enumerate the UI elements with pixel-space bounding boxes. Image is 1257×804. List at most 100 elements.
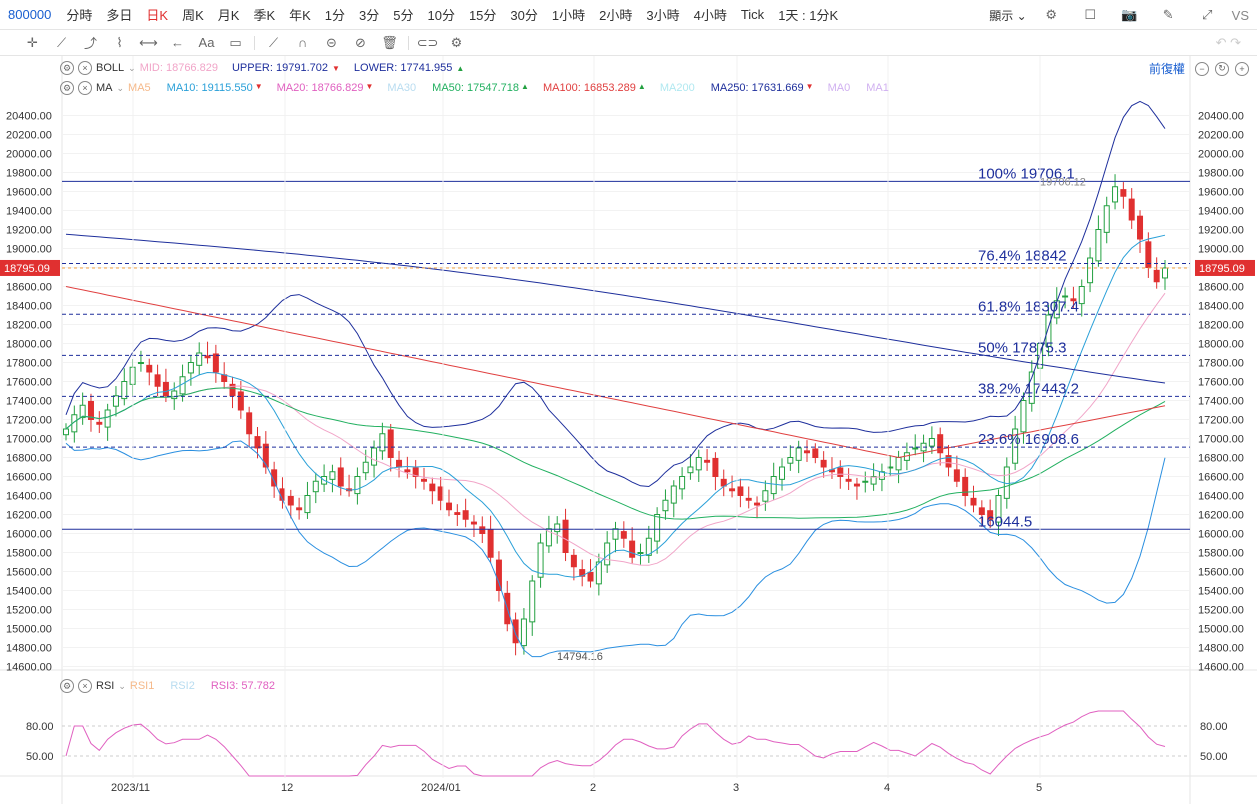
trash-icon[interactable]: 🗑: [381, 34, 398, 50]
settings-icon[interactable]: ⚙: [60, 61, 74, 75]
close-icon[interactable]: ×: [78, 679, 92, 693]
up-arrow-icon: ▲: [456, 63, 465, 73]
candle-body: [853, 483, 860, 487]
timeframe-4[interactable]: 月K: [217, 8, 240, 23]
timeframe-10[interactable]: 10分: [427, 8, 455, 23]
timeframe-12[interactable]: 30分: [510, 8, 538, 23]
symbol-code[interactable]: 800000: [8, 7, 52, 22]
candle-body: [1062, 295, 1069, 298]
timeframe-18[interactable]: 1天 : 1分K: [778, 8, 839, 23]
hide-icon[interactable]: ⊘: [355, 34, 366, 50]
ma-legend: ⚙ × MA ⌄ MA5 MA10: 19115.550 ▼ MA20: 18766.…: [60, 78, 905, 98]
settings-icon[interactable]: ⚙: [60, 679, 74, 693]
display-dropdown[interactable]: 顯示 ⌄: [989, 8, 1027, 23]
timeframe-6[interactable]: 年K: [289, 8, 311, 23]
ray-icon[interactable]: ⤴: [83, 36, 97, 51]
chart-right-controls: 前復權 − ↻ +: [1149, 60, 1249, 77]
candle-body: [487, 529, 494, 558]
ma-name[interactable]: MA: [96, 82, 113, 94]
y-tick-label-left: 17600.00: [6, 377, 52, 389]
timeframe-16[interactable]: 4小時: [693, 8, 727, 23]
gear-icon[interactable]: ⚙: [450, 34, 463, 50]
rsi-level-label-right: 50.00: [1200, 751, 1228, 763]
candle-body: [837, 467, 844, 478]
magnet-icon[interactable]: ∩: [297, 35, 308, 50]
comment-icon[interactable]: ▭: [229, 34, 242, 50]
layout-icon[interactable]: ☐: [1084, 7, 1096, 22]
y-tick-label-right: 15800.00: [1198, 548, 1244, 560]
close-icon[interactable]: ×: [78, 81, 92, 95]
ruler-icon[interactable]: ⟋: [268, 34, 279, 50]
price-chart[interactable]: 20400.00 20400.00 20200.00 20200.00 20000.00…: [0, 56, 1257, 804]
ma-items: MA5 MA10: 19115.550 ▼ MA20: 18766.829 ▼ MA30 M…: [128, 82, 905, 94]
ma-item: MA200: [659, 82, 695, 94]
y-tick-label-left: 16800.00: [6, 453, 52, 465]
ma-item: MA1: [866, 82, 889, 94]
candle-body: [787, 457, 794, 464]
minimize-icon[interactable]: −: [1195, 61, 1209, 76]
timeframe-0[interactable]: 分時: [66, 8, 93, 23]
candle-body: [354, 476, 361, 495]
arrow-icon[interactable]: ←: [171, 35, 184, 50]
link-icon[interactable]: ⊂⊃: [416, 34, 439, 50]
close-icon[interactable]: ×: [78, 61, 92, 75]
timeframe-8[interactable]: 3分: [359, 8, 380, 23]
timeframe-5[interactable]: 季K: [253, 8, 276, 23]
timeframe-7[interactable]: 1分: [324, 8, 346, 23]
x-tick-label: 12: [281, 782, 293, 794]
candle-body: [545, 528, 552, 547]
candle-body: [928, 438, 935, 447]
trendline-icon[interactable]: ⟋: [56, 34, 67, 50]
y-tick-label-left: 19400.00: [6, 206, 52, 218]
timeframe-2[interactable]: 日K: [146, 8, 169, 23]
x-tick-label: 2023/11: [111, 782, 150, 794]
timeframe-11[interactable]: 15分: [468, 8, 497, 23]
fib-icon[interactable]: ⌇: [116, 34, 123, 50]
timeframe-14[interactable]: 2小時: [599, 8, 633, 23]
settings-icon[interactable]: ⚙: [60, 81, 74, 95]
chevron-down-icon[interactable]: ⌄: [118, 680, 126, 691]
text-icon[interactable]: Aa: [198, 35, 215, 50]
settings-icon[interactable]: ⚙: [1045, 7, 1057, 22]
camera-icon[interactable]: 📷: [1121, 7, 1138, 22]
draw-icon[interactable]: ✎: [1162, 7, 1174, 22]
candle-body: [429, 483, 436, 492]
fib-label: 50% 17875.3: [978, 339, 1066, 356]
timeframe-3[interactable]: 周K: [182, 8, 204, 23]
ma-item: MA30: [387, 82, 417, 94]
timeframe-bar: 800000 分時 多日 日K 周K 月K 季K 年K 1分 3分 5分 10分 15分 30分 1小時 2…: [0, 0, 1257, 30]
timeframe-9[interactable]: 5分: [393, 8, 414, 23]
lock-icon[interactable]: ⊝: [326, 34, 337, 50]
down-arrow-icon: ▼: [331, 63, 340, 73]
y-tick-label-right: 19400.00: [1198, 206, 1244, 218]
timeframe-1[interactable]: 多日: [106, 8, 133, 23]
y-tick-label-left: 19800.00: [6, 168, 52, 180]
vs-button[interactable]: VS: [1231, 7, 1249, 23]
candle-body: [1012, 428, 1019, 464]
chevron-down-icon[interactable]: ⌄: [128, 62, 136, 73]
timeframe-13[interactable]: 1小時: [551, 8, 586, 23]
add-icon[interactable]: +: [1235, 61, 1249, 76]
y-tick-label-left: 18400.00: [6, 301, 52, 313]
candle-body: [745, 497, 752, 501]
boll-name[interactable]: BOLL: [96, 62, 125, 74]
timeframe-17[interactable]: Tick: [740, 7, 765, 22]
candle-body: [121, 381, 128, 400]
fullscreen-icon[interactable]: ⤢: [1201, 7, 1213, 22]
adjust-button[interactable]: 前復權: [1148, 62, 1185, 76]
crosshair-icon[interactable]: ✛: [27, 34, 38, 50]
y-tick-label-left: 19600.00: [6, 187, 52, 199]
y-tick-label-right: 18000.00: [1198, 339, 1244, 351]
rsi-name[interactable]: RSI: [96, 680, 115, 692]
range-icon[interactable]: ⟷: [139, 34, 158, 50]
candle-body: [845, 478, 852, 482]
chevron-down-icon[interactable]: ⌄: [116, 82, 125, 93]
candle-body: [112, 395, 119, 407]
candle-body: [212, 353, 219, 373]
refresh-icon[interactable]: ↻: [1215, 61, 1229, 76]
undo-redo-icons[interactable]: ↶ ↷: [1215, 34, 1241, 50]
timeframe-15[interactable]: 3小時: [646, 8, 680, 23]
y-tick-label-left: 15400.00: [6, 586, 52, 598]
candle-body: [1028, 371, 1035, 404]
current-price-tag-right: [1195, 259, 1255, 276]
